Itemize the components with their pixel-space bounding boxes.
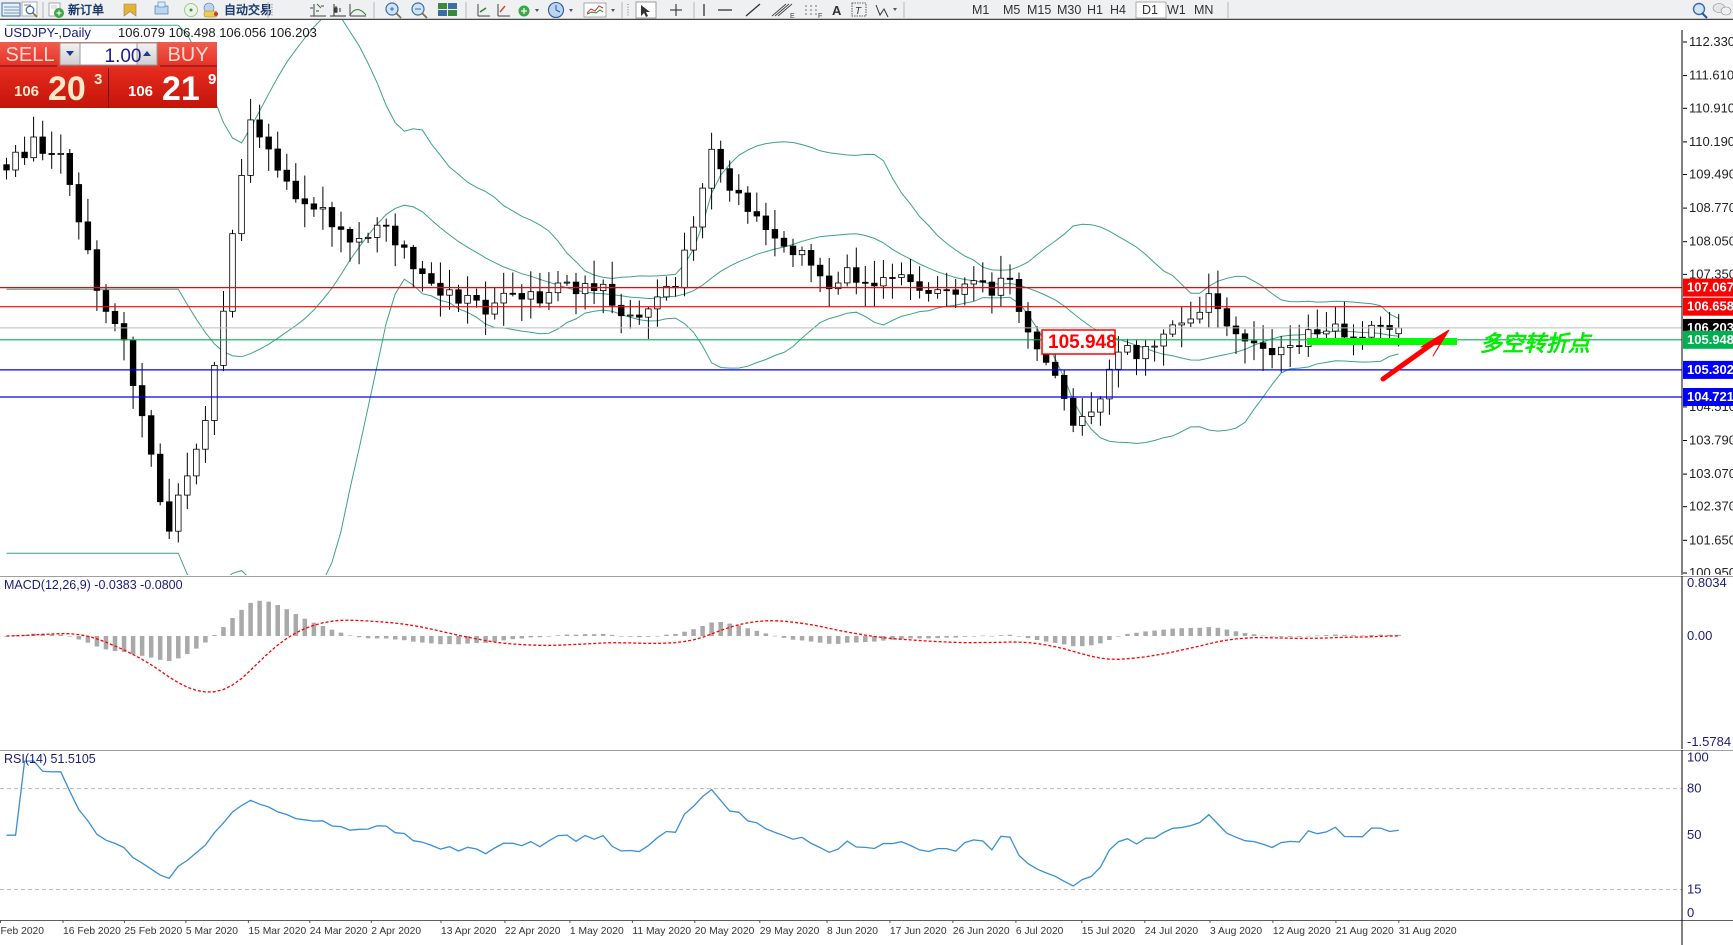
svg-text:15 Jul 2020: 15 Jul 2020 xyxy=(1082,926,1136,937)
svg-text:104.721: 104.721 xyxy=(1687,389,1733,404)
svg-text:0: 0 xyxy=(1687,905,1694,920)
svg-text:107.350: 107.350 xyxy=(1689,266,1733,281)
svg-text:USDJPY-,Daily: USDJPY-,Daily xyxy=(4,25,91,40)
svg-text:BUY: BUY xyxy=(167,44,208,66)
svg-text:6 Jul 2020: 6 Jul 2020 xyxy=(1016,926,1064,937)
svg-text:MN: MN xyxy=(1194,3,1213,17)
svg-text:3 Aug 2020: 3 Aug 2020 xyxy=(1210,926,1262,937)
svg-text:H1: H1 xyxy=(1087,3,1103,17)
svg-text:8 Jun 2020: 8 Jun 2020 xyxy=(827,926,878,937)
svg-text:106.658: 106.658 xyxy=(1687,299,1733,314)
svg-text:107.067: 107.067 xyxy=(1687,280,1733,295)
svg-text:103.070: 103.070 xyxy=(1689,466,1733,481)
svg-text:29 May 2020: 29 May 2020 xyxy=(760,926,820,937)
svg-text:106.203: 106.203 xyxy=(1687,320,1733,335)
svg-text:16 Feb 2020: 16 Feb 2020 xyxy=(63,926,121,937)
svg-text:H4: H4 xyxy=(1110,3,1126,17)
svg-text:110.910: 110.910 xyxy=(1689,100,1733,115)
svg-text:100.950: 100.950 xyxy=(1689,565,1733,580)
svg-text:M15: M15 xyxy=(1027,3,1051,17)
svg-text:108.050: 108.050 xyxy=(1689,234,1733,249)
svg-text:24 Mar 2020: 24 Mar 2020 xyxy=(310,926,368,937)
svg-text:21: 21 xyxy=(162,70,200,108)
svg-text:105.948: 105.948 xyxy=(1687,332,1733,347)
svg-text:0.8034: 0.8034 xyxy=(1687,575,1727,590)
svg-text:1.00: 1.00 xyxy=(105,46,142,67)
svg-text:26 Jun 2020: 26 Jun 2020 xyxy=(953,926,1010,937)
svg-text:31 Aug 2020: 31 Aug 2020 xyxy=(1399,926,1457,937)
svg-text:100: 100 xyxy=(1687,750,1709,765)
svg-text:12 Aug 2020: 12 Aug 2020 xyxy=(1273,926,1331,937)
svg-text:104.510: 104.510 xyxy=(1689,399,1733,414)
svg-text:D1: D1 xyxy=(1142,3,1158,17)
svg-text:1 May 2020: 1 May 2020 xyxy=(570,926,624,937)
svg-text:112.330: 112.330 xyxy=(1689,34,1733,49)
svg-text:50: 50 xyxy=(1687,827,1701,842)
svg-text:103.790: 103.790 xyxy=(1689,433,1733,448)
svg-text:11 May 2020: 11 May 2020 xyxy=(632,926,691,937)
svg-text:101.650: 101.650 xyxy=(1689,532,1733,547)
svg-text:106.079 106.498 106.056 106.20: 106.079 106.498 106.056 106.203 xyxy=(118,25,317,40)
svg-text:20: 20 xyxy=(48,70,86,108)
svg-text:13 Apr 2020: 13 Apr 2020 xyxy=(441,926,497,937)
svg-text:新订单: 新订单 xyxy=(68,2,104,17)
svg-text:106: 106 xyxy=(128,83,153,100)
svg-text:102.370: 102.370 xyxy=(1689,499,1733,514)
svg-text:106: 106 xyxy=(14,83,39,100)
svg-text:110.190: 110.190 xyxy=(1689,134,1733,149)
svg-text:9: 9 xyxy=(208,71,216,88)
svg-text:M30: M30 xyxy=(1057,3,1081,17)
svg-text:M1: M1 xyxy=(972,3,989,17)
svg-text:W1: W1 xyxy=(1167,3,1186,17)
svg-text:17 Jun 2020: 17 Jun 2020 xyxy=(890,926,947,937)
svg-text:2 Apr 2020: 2 Apr 2020 xyxy=(371,926,421,937)
svg-text:80: 80 xyxy=(1687,781,1701,796)
svg-text:3: 3 xyxy=(94,71,102,88)
svg-text:M5: M5 xyxy=(1003,3,1020,17)
svg-text:5 Mar 2020: 5 Mar 2020 xyxy=(186,926,238,937)
svg-text:多空转折点: 多空转折点 xyxy=(1480,331,1593,356)
svg-text:24 Jul 2020: 24 Jul 2020 xyxy=(1145,926,1199,937)
svg-text:SELL: SELL xyxy=(6,44,55,66)
svg-text:111.610: 111.610 xyxy=(1689,68,1733,83)
svg-text:21 Aug 2020: 21 Aug 2020 xyxy=(1336,926,1394,937)
svg-text:自动交易: 自动交易 xyxy=(224,2,272,17)
svg-text:108.770: 108.770 xyxy=(1689,200,1733,215)
svg-text:0.00: 0.00 xyxy=(1687,628,1712,643)
svg-text:RSI(14) 51.5105: RSI(14) 51.5105 xyxy=(4,752,96,766)
svg-text:Feb 2020: Feb 2020 xyxy=(1,926,45,937)
svg-text:A: A xyxy=(832,3,842,18)
svg-text:105.302: 105.302 xyxy=(1687,362,1733,377)
svg-text:105.948: 105.948 xyxy=(1048,332,1117,353)
svg-text:15: 15 xyxy=(1687,882,1701,897)
svg-text:T: T xyxy=(855,6,862,17)
svg-text:-1.5784: -1.5784 xyxy=(1687,734,1731,749)
svg-text:109.490: 109.490 xyxy=(1689,167,1733,182)
svg-text:22 Apr 2020: 22 Apr 2020 xyxy=(505,926,561,937)
svg-text:25 Feb 2020: 25 Feb 2020 xyxy=(124,926,182,937)
svg-text:MACD(12,26,9) -0.0383 -0.0800: MACD(12,26,9) -0.0383 -0.0800 xyxy=(4,578,183,592)
svg-text:20 May 2020: 20 May 2020 xyxy=(695,926,755,937)
svg-text:15 Mar 2020: 15 Mar 2020 xyxy=(248,926,306,937)
